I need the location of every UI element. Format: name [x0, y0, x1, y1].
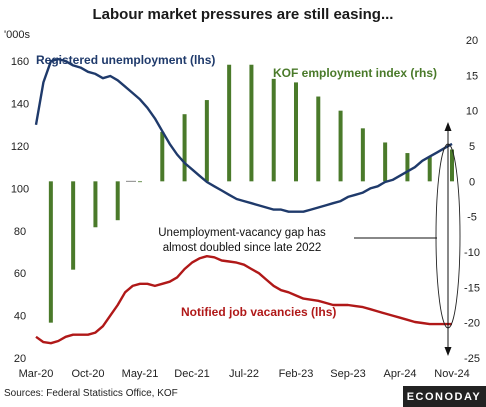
kof-bar	[294, 82, 298, 182]
x-tick-label: Oct-20	[71, 368, 104, 380]
x-tick-label: Nov-24	[434, 368, 469, 380]
kof-bars	[48, 64, 454, 323]
right-tick-label: -10	[464, 247, 480, 259]
left-tick-label: 40	[14, 311, 26, 323]
kof-bar	[427, 156, 432, 182]
left-tick-label: 80	[14, 226, 26, 238]
kof-bar	[182, 114, 187, 182]
label-kof: KOF employment index (rhs)	[273, 66, 437, 80]
kof-bar	[360, 128, 365, 182]
annotation-line-1: Unemployment-vacancy gap has	[158, 227, 326, 239]
brand-logo: ECONODAY	[407, 391, 482, 403]
right-tick-label: -5	[467, 212, 477, 224]
x-tick-label: Dec-21	[174, 368, 209, 380]
chart-title: Labour market pressures are still easing…	[93, 6, 394, 23]
kof-bar	[405, 153, 410, 182]
kof-bar	[316, 96, 321, 182]
gap-arrow-top	[444, 122, 452, 131]
kof-bar	[450, 149, 454, 182]
left-tick-label: 160	[11, 56, 29, 68]
kof-bar	[71, 181, 76, 270]
source-note: Sources: Federal Statistics Office, KOF	[4, 388, 178, 399]
x-tick-label: Mar-20	[19, 368, 54, 380]
right-tick-label: -20	[464, 318, 480, 330]
kof-bar	[271, 78, 276, 182]
right-tick-label: 20	[466, 35, 478, 47]
kof-bar	[93, 181, 98, 228]
x-tick-label: Sep-23	[330, 368, 365, 380]
x-tick-label: Jul-22	[229, 368, 259, 380]
left-tick-label: 100	[11, 183, 29, 195]
kof-bar	[227, 64, 232, 182]
gap-arrow-bottom	[444, 347, 452, 356]
x-tick-label: Feb-23	[279, 368, 314, 380]
right-tick-label: 5	[469, 141, 475, 153]
left-tick-label: 60	[14, 268, 26, 280]
annotation-line-2: almost doubled since late 2022	[163, 242, 322, 254]
left-axis-unit: '000s	[4, 29, 30, 41]
right-tick-label: 0	[469, 176, 475, 188]
vacancies-line	[35, 255, 452, 345]
kof-bar	[115, 181, 120, 221]
kof-bar	[160, 131, 165, 182]
unemployment-line	[34, 57, 453, 213]
right-tick-label: -25	[464, 353, 480, 365]
right-tick-label: 10	[466, 106, 478, 118]
kof-bar	[48, 181, 53, 323]
left-tick-label: 20	[14, 353, 26, 365]
right-tick-label: 15	[466, 70, 478, 82]
kof-bar	[204, 100, 209, 182]
kof-bar	[338, 110, 343, 182]
x-tick-label: Apr-24	[383, 368, 416, 380]
left-axis: 20 40 60 80 100 120 140 160	[11, 56, 29, 365]
kof-bar	[383, 142, 388, 182]
left-tick-label: 140	[11, 99, 29, 111]
brand-badge	[403, 386, 486, 407]
label-vacancies: Notified job vacancies (lhs)	[181, 305, 336, 319]
right-tick-label: -15	[464, 282, 480, 294]
label-unemployment: Registered unemployment (lhs)	[36, 53, 215, 67]
x-tick-label: May-21	[122, 368, 159, 380]
right-axis: -25 -20 -15 -10 -5 0 5 10 15 20	[464, 35, 480, 365]
x-axis: Mar-20 Oct-20 May-21 Dec-21 Jul-22 Feb-23 Sep-…	[19, 368, 470, 380]
kof-bar	[138, 181, 142, 183]
left-tick-label: 120	[11, 141, 29, 153]
kof-bar	[249, 64, 254, 182]
